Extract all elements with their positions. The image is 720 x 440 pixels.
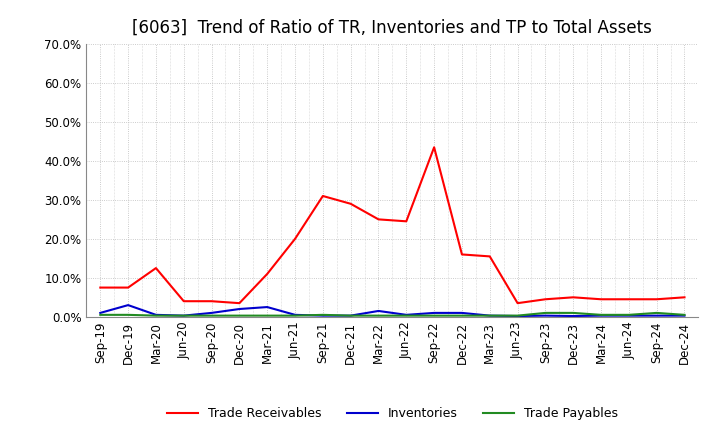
Trade Payables	[346, 313, 355, 318]
Inventories	[291, 312, 300, 318]
Trade Payables	[569, 310, 577, 315]
Trade Receivables	[485, 254, 494, 259]
Trade Receivables	[318, 193, 327, 198]
Trade Receivables	[374, 217, 383, 222]
Inventories	[374, 308, 383, 314]
Trade Payables	[374, 313, 383, 318]
Inventories	[569, 313, 577, 319]
Trade Receivables	[569, 295, 577, 300]
Trade Payables	[430, 313, 438, 318]
Inventories	[318, 313, 327, 318]
Inventories	[235, 306, 243, 312]
Line: Trade Receivables: Trade Receivables	[100, 147, 685, 303]
Trade Payables	[235, 313, 243, 318]
Trade Payables	[291, 313, 300, 318]
Inventories	[207, 310, 216, 315]
Legend: Trade Receivables, Inventories, Trade Payables: Trade Receivables, Inventories, Trade Pa…	[162, 402, 623, 425]
Trade Payables	[485, 313, 494, 318]
Trade Payables	[263, 313, 271, 318]
Trade Receivables	[96, 285, 104, 290]
Inventories	[179, 313, 188, 318]
Inventories	[346, 313, 355, 318]
Trade Receivables	[263, 271, 271, 277]
Trade Receivables	[291, 236, 300, 242]
Trade Receivables	[513, 301, 522, 306]
Inventories	[680, 313, 689, 318]
Inventories	[458, 310, 467, 315]
Inventories	[652, 313, 661, 318]
Inventories	[597, 313, 606, 318]
Trade Receivables	[680, 295, 689, 300]
Inventories	[263, 304, 271, 310]
Title: [6063]  Trend of Ratio of TR, Inventories and TP to Total Assets: [6063] Trend of Ratio of TR, Inventories…	[132, 19, 652, 37]
Trade Receivables	[152, 265, 161, 271]
Trade Payables	[318, 312, 327, 318]
Inventories	[430, 310, 438, 315]
Inventories	[485, 313, 494, 318]
Trade Payables	[207, 313, 216, 318]
Inventories	[96, 310, 104, 315]
Trade Payables	[402, 313, 410, 318]
Line: Inventories: Inventories	[100, 305, 685, 316]
Trade Payables	[458, 313, 467, 318]
Trade Payables	[179, 313, 188, 318]
Trade Receivables	[458, 252, 467, 257]
Trade Payables	[680, 312, 689, 318]
Trade Payables	[597, 312, 606, 318]
Trade Receivables	[124, 285, 132, 290]
Trade Receivables	[430, 145, 438, 150]
Inventories	[624, 313, 633, 318]
Trade Payables	[624, 312, 633, 318]
Trade Payables	[96, 312, 104, 318]
Inventories	[152, 312, 161, 318]
Trade Payables	[652, 310, 661, 315]
Trade Receivables	[207, 299, 216, 304]
Inventories	[124, 302, 132, 308]
Trade Receivables	[402, 219, 410, 224]
Trade Receivables	[346, 201, 355, 206]
Trade Receivables	[179, 299, 188, 304]
Trade Receivables	[541, 297, 550, 302]
Line: Trade Payables: Trade Payables	[100, 313, 685, 315]
Trade Receivables	[235, 301, 243, 306]
Trade Payables	[541, 310, 550, 315]
Trade Payables	[152, 313, 161, 318]
Trade Receivables	[597, 297, 606, 302]
Inventories	[541, 313, 550, 318]
Inventories	[513, 313, 522, 319]
Trade Receivables	[624, 297, 633, 302]
Trade Receivables	[652, 297, 661, 302]
Trade Payables	[513, 313, 522, 318]
Inventories	[402, 312, 410, 318]
Trade Payables	[124, 312, 132, 318]
